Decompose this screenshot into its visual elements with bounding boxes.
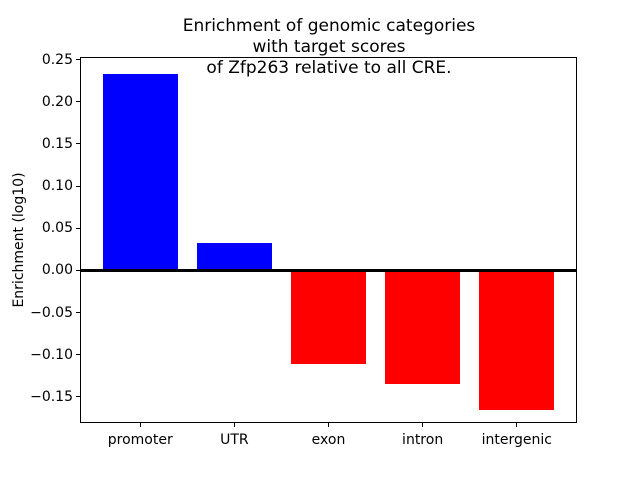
bar-promoter — [102, 73, 178, 271]
y-tick-mark — [76, 101, 80, 103]
y-tick-mark — [76, 59, 80, 61]
plot-area — [80, 57, 577, 423]
x-tick-label-exon: exon — [311, 432, 346, 448]
y-tick-mark — [76, 227, 80, 229]
y-tick-label: 0.10 — [41, 178, 73, 195]
y-tick-mark — [76, 396, 80, 398]
bar-intergenic — [479, 270, 555, 411]
y-tick-label: 0.20 — [41, 93, 73, 110]
y-tick-mark — [76, 269, 80, 271]
x-tick-label-promoter: promoter — [107, 432, 173, 448]
y-tick-mark — [76, 143, 80, 145]
y-tick-label: 0.25 — [41, 51, 73, 68]
x-tick-mark — [139, 423, 141, 427]
y-tick-label: 0.00 — [41, 262, 73, 279]
x-tick-label-intergenic: intergenic — [481, 432, 552, 448]
x-tick-mark — [516, 423, 518, 427]
x-tick-mark — [422, 423, 424, 427]
chart-title: Enrichment of genomic categories with ta… — [182, 16, 476, 78]
bar-intron — [384, 270, 461, 385]
x-tick-label-intron: intron — [402, 432, 444, 448]
x-tick-mark — [233, 423, 235, 427]
zero-line — [80, 268, 577, 272]
bar-UTR — [196, 242, 273, 271]
y-tick-label: 0.05 — [41, 220, 73, 237]
y-tick-label: −0.10 — [30, 346, 73, 363]
y-tick-mark — [76, 354, 80, 356]
y-tick-label: 0.15 — [41, 135, 73, 152]
bar-exon — [290, 270, 367, 364]
y-tick-mark — [76, 185, 80, 187]
x-tick-label-UTR: UTR — [220, 432, 249, 448]
y-tick-mark — [76, 312, 80, 314]
y-tick-label: −0.15 — [30, 388, 73, 405]
x-tick-mark — [328, 423, 329, 427]
y-tick-label: −0.05 — [30, 304, 73, 321]
